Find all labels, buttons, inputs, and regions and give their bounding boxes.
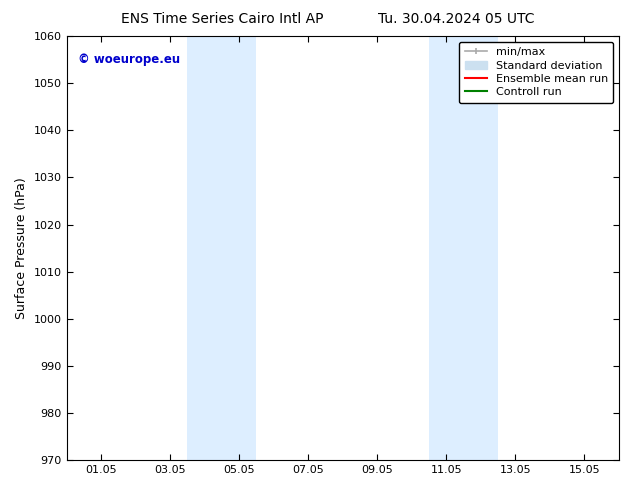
Y-axis label: Surface Pressure (hPa): Surface Pressure (hPa) — [15, 177, 28, 319]
Text: Tu. 30.04.2024 05 UTC: Tu. 30.04.2024 05 UTC — [378, 12, 534, 26]
Bar — [188, 36, 256, 460]
Legend: min/max, Standard deviation, Ensemble mean run, Controll run: min/max, Standard deviation, Ensemble me… — [459, 42, 614, 103]
Text: © woeurope.eu: © woeurope.eu — [77, 53, 179, 66]
Text: ENS Time Series Cairo Intl AP: ENS Time Series Cairo Intl AP — [120, 12, 323, 26]
Bar — [429, 36, 498, 460]
